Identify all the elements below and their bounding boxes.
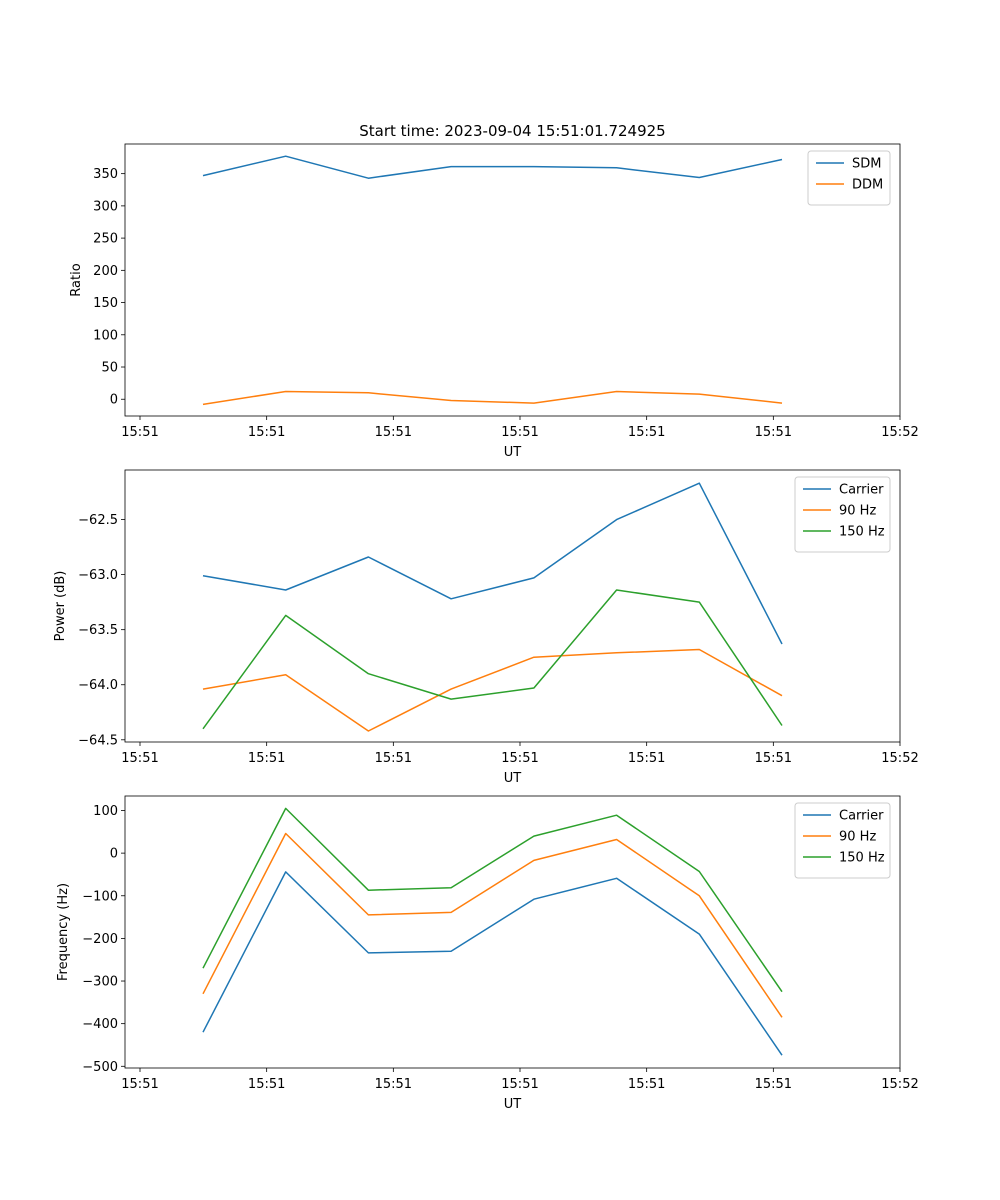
- y-axis-label: Power (dB): [53, 571, 68, 642]
- series-line-sdm: [202, 155, 783, 179]
- x-tick-label: 15:52: [881, 1077, 918, 1092]
- legend: SDM DDM: [807, 150, 891, 206]
- plot-frame: [124, 469, 901, 743]
- chart-frequency: UT Frequency (Hz) 15:51 15:51 15:51 15:51 15…: [56, 795, 919, 1112]
- legend: Carrier 90 Hz 150 Hz: [794, 802, 891, 879]
- x-tick-label: 15:51: [628, 751, 665, 766]
- series-line-carrier: [202, 871, 783, 1056]
- y-tick-label: −400: [82, 1017, 118, 1032]
- x-tick-label: 15:52: [881, 751, 918, 766]
- x-tick-label: 15:51: [501, 751, 538, 766]
- series-line-90-hz: [202, 832, 783, 1018]
- y-tick-label: 350: [93, 167, 118, 182]
- x-axis-label: UT: [504, 771, 522, 786]
- y-tick-label: −62.5: [78, 513, 118, 528]
- chart-power: UT Power (dB) 15:51 15:51 15:51 15:51 15:51 1…: [53, 469, 919, 786]
- y-tick-label: 50: [101, 361, 118, 376]
- x-tick-label: 15:51: [755, 751, 792, 766]
- series-line-carrier: [202, 482, 783, 645]
- y-tick-label: 100: [93, 328, 118, 343]
- plot-frame: [124, 795, 901, 1069]
- x-tick-label: 15:52: [881, 425, 918, 440]
- legend-label: 90 Hz: [839, 504, 876, 519]
- plot-frame: [124, 143, 901, 417]
- series-line-90-hz: [202, 648, 783, 732]
- y-tick-label: −64.0: [78, 678, 118, 693]
- x-tick-label: 15:51: [121, 425, 158, 440]
- x-tick-label: 15:51: [248, 751, 285, 766]
- y-axis-label: Ratio: [69, 263, 84, 296]
- y-tick-label: −63.5: [78, 623, 118, 638]
- x-tick-label: 15:51: [501, 1077, 538, 1092]
- chart-ratio: Start time: 2023-09-04 15:51:01.724925 U…: [69, 122, 919, 460]
- y-tick-label: −300: [82, 975, 118, 990]
- y-tick-label: 150: [93, 296, 118, 311]
- legend-box: [794, 476, 891, 553]
- series-line-150-hz: [202, 589, 783, 730]
- y-tick-label: 100: [93, 804, 118, 819]
- x-tick-label: 15:51: [628, 425, 665, 440]
- legend-label: 150 Hz: [839, 851, 885, 866]
- x-tick-label: 15:51: [755, 425, 792, 440]
- legend: Carrier 90 Hz 150 Hz: [794, 476, 891, 553]
- x-tick-label: 15:51: [755, 1077, 792, 1092]
- y-tick-label: 200: [93, 264, 118, 279]
- y-tick-label: −64.5: [78, 733, 118, 748]
- y-tick-label: −200: [82, 932, 118, 947]
- x-tick-label: 15:51: [375, 425, 412, 440]
- y-tick-label: 250: [93, 232, 118, 247]
- x-tick-label: 15:51: [501, 425, 538, 440]
- series-line-150-hz: [202, 807, 783, 993]
- y-tick-label: −100: [82, 889, 118, 904]
- x-tick-label: 15:51: [121, 751, 158, 766]
- legend-label: 150 Hz: [839, 525, 885, 540]
- legend-label: SDM: [852, 157, 881, 172]
- x-tick-label: 15:51: [248, 1077, 285, 1092]
- legend-label: Carrier: [839, 483, 884, 498]
- legend-label: Carrier: [839, 809, 884, 824]
- legend-label: 90 Hz: [839, 830, 876, 845]
- y-tick-label: 300: [93, 199, 118, 214]
- y-tick-label: −63.0: [78, 568, 118, 583]
- y-tick-label: 0: [110, 847, 118, 862]
- x-axis-label: UT: [504, 1097, 522, 1112]
- y-axis-label: Frequency (Hz): [56, 883, 71, 981]
- y-tick-label: −500: [82, 1060, 118, 1075]
- x-tick-label: 15:51: [375, 1077, 412, 1092]
- y-tick-label: 0: [110, 393, 118, 408]
- x-tick-label: 15:51: [375, 751, 412, 766]
- x-tick-label: 15:51: [628, 1077, 665, 1092]
- legend-label: DDM: [852, 178, 883, 193]
- chart-title: Start time: 2023-09-04 15:51:01.724925: [359, 122, 665, 140]
- series-line-ddm: [202, 390, 783, 406]
- x-tick-label: 15:51: [121, 1077, 158, 1092]
- legend-box: [807, 150, 891, 206]
- x-axis-label: UT: [504, 445, 522, 460]
- legend-box: [794, 802, 891, 879]
- x-tick-label: 15:51: [248, 425, 285, 440]
